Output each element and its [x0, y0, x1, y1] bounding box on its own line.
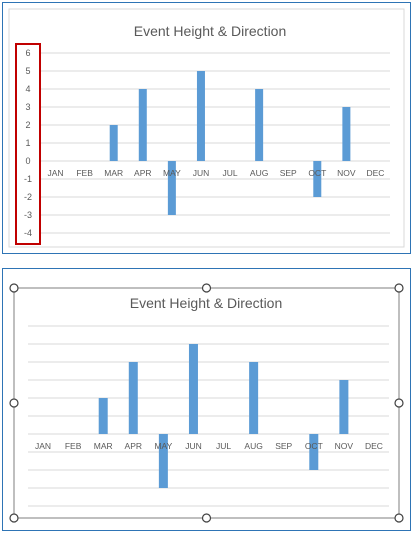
- bar-aug[interactable]: [249, 362, 259, 434]
- y-tick-label: 3: [25, 102, 30, 112]
- x-category-label: APR: [134, 168, 151, 178]
- resize-handle-bottom-right[interactable]: [394, 513, 404, 523]
- resize-handle-left[interactable]: [9, 398, 19, 408]
- y-tick-label: 0: [25, 156, 30, 166]
- resize-handle-top-left[interactable]: [9, 283, 19, 293]
- y-tick-label: -1: [24, 174, 32, 184]
- x-category-label: SEP: [275, 441, 292, 451]
- x-category-label: JUL: [216, 441, 231, 451]
- resize-handle-top[interactable]: [201, 283, 212, 293]
- y-tick-label: 6: [25, 48, 30, 58]
- x-category-label: MAY: [154, 441, 172, 451]
- chart-panel-top[interactable]: Event Height & Direction 6 5 4 3 2 1 0 -1 -2 -3 -4 J…: [2, 2, 411, 254]
- y-tick-label: 1: [25, 138, 30, 148]
- x-category-label: JUN: [185, 441, 202, 451]
- x-category-label: AUG: [244, 441, 262, 451]
- chart-bottom[interactable]: Event Height & Direction JAN FEB MAR APR MAY J…: [3, 269, 412, 532]
- x-category-label: FEB: [76, 168, 93, 178]
- bar-oct[interactable]: [313, 161, 322, 197]
- y-tick-label: 5: [25, 66, 30, 76]
- chart-panel-bottom[interactable]: Event Height & Direction JAN FEB MAR APR MAY J…: [2, 268, 411, 531]
- x-category-label: OCT: [308, 168, 326, 178]
- x-category-label: AUG: [250, 168, 268, 178]
- x-category-label: DEC: [365, 441, 383, 451]
- bar-apr[interactable]: [138, 89, 147, 161]
- bar-nov[interactable]: [339, 380, 349, 434]
- x-category-label: FEB: [65, 441, 82, 451]
- resize-handle-bottom[interactable]: [201, 513, 212, 523]
- y-tick-label: 4: [25, 84, 30, 94]
- y-tick-label: -3: [24, 210, 32, 220]
- chart-top[interactable]: Event Height & Direction 6 5 4 3 2 1 0 -1 -2 -3 -4 J…: [3, 3, 412, 255]
- chart-area-border: [8, 8, 405, 248]
- bar-mar[interactable]: [109, 125, 118, 161]
- x-category-label: JAN: [35, 441, 51, 451]
- resize-handle-top-right[interactable]: [394, 283, 404, 293]
- bar-nov[interactable]: [342, 107, 351, 161]
- x-category-label: MAR: [104, 168, 123, 178]
- y-tick-label: -2: [24, 192, 32, 202]
- y-axis-highlight-box: [15, 43, 41, 245]
- x-category-label: DEC: [366, 168, 384, 178]
- bar-aug[interactable]: [255, 89, 264, 161]
- resize-handle-right[interactable]: [394, 398, 404, 408]
- bar-apr[interactable]: [128, 362, 138, 434]
- x-category-label: MAY: [163, 168, 181, 178]
- bar-may[interactable]: [167, 161, 176, 215]
- x-category-label: OCT: [305, 441, 323, 451]
- bar-jun[interactable]: [196, 71, 205, 161]
- x-category-label: SEP: [280, 168, 297, 178]
- bar-may[interactable]: [158, 434, 168, 488]
- bar-mar[interactable]: [98, 398, 108, 434]
- x-category-label: JUN: [193, 168, 210, 178]
- y-tick-label: -4: [24, 228, 32, 238]
- x-category-label: JUL: [222, 168, 237, 178]
- x-category-label: APR: [125, 441, 142, 451]
- x-category-label: JAN: [48, 168, 64, 178]
- x-category-label: NOV: [337, 168, 356, 178]
- x-category-label: MAR: [94, 441, 113, 451]
- x-category-label: NOV: [335, 441, 354, 451]
- bar-oct[interactable]: [309, 434, 319, 470]
- chart-title: Event Height & Direction: [134, 23, 287, 39]
- y-tick-label: 2: [25, 120, 30, 130]
- bar-jun[interactable]: [188, 344, 198, 434]
- chart-title: Event Height & Direction: [130, 295, 283, 311]
- resize-handle-bottom-left[interactable]: [9, 513, 19, 523]
